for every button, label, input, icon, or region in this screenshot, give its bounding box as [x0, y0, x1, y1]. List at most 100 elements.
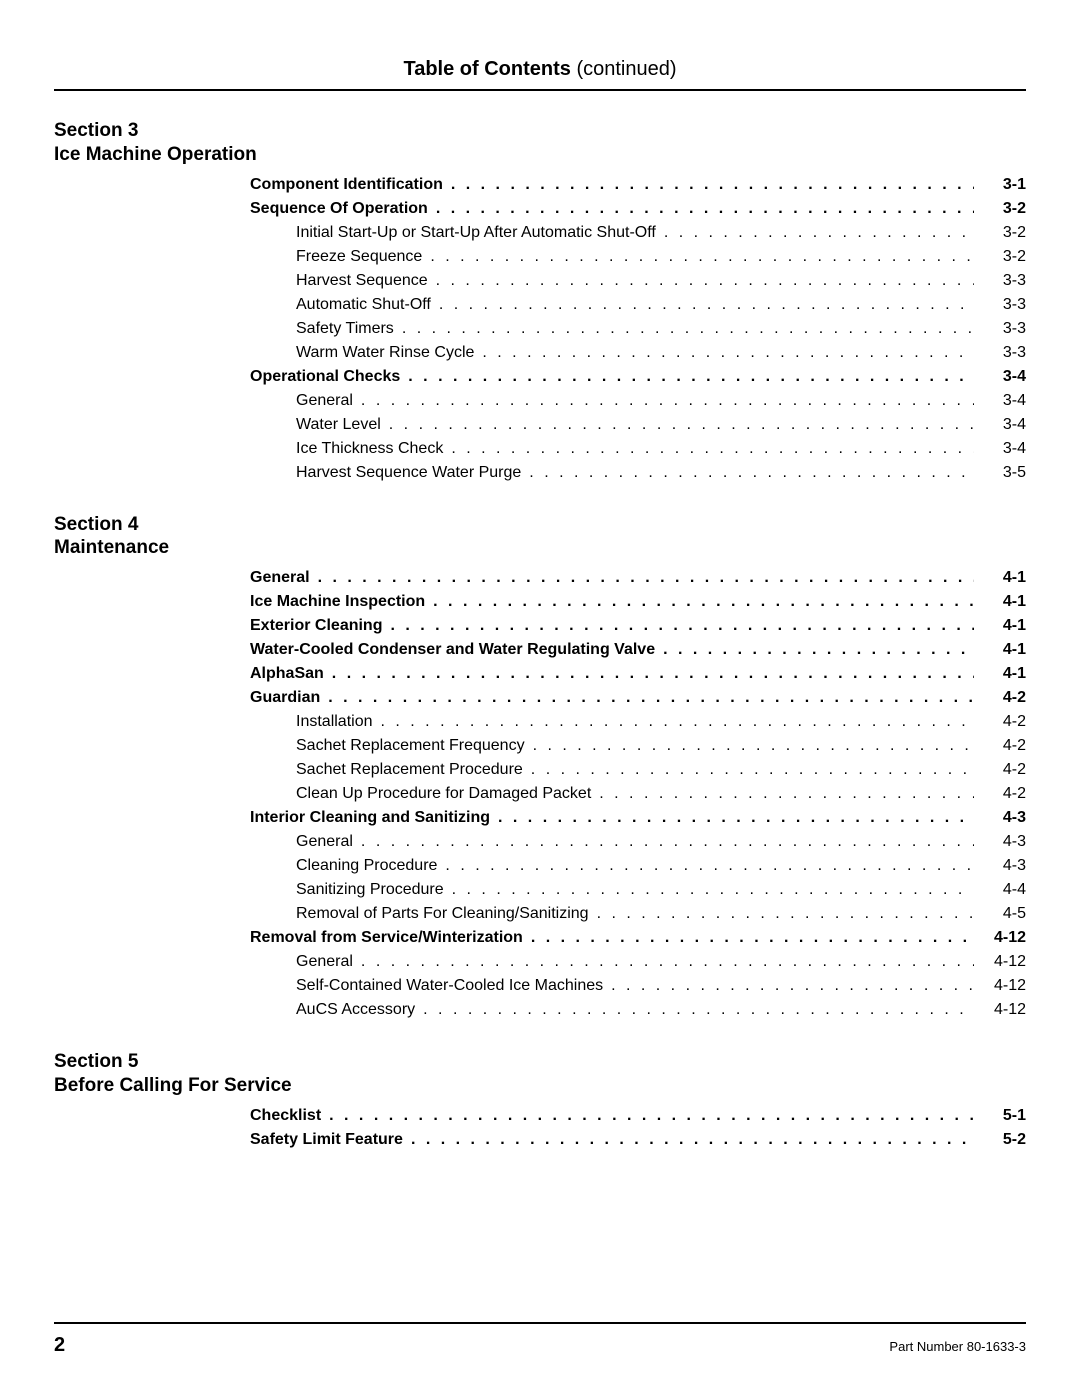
toc-leader-dots: [523, 926, 974, 950]
toc-label: Guardian: [54, 686, 320, 710]
toc-label: Sachet Replacement Procedure: [54, 758, 523, 782]
toc-page: 4-2: [974, 758, 1026, 782]
toc-leader-dots: [320, 686, 974, 710]
toc-page: 3-1: [974, 173, 1026, 197]
part-number: Part Number 80-1633-3: [889, 1339, 1026, 1354]
toc-label: Sachet Replacement Frequency: [54, 734, 525, 758]
toc-label: Operational Checks: [54, 365, 400, 389]
page-title: Table of Contents (continued): [54, 58, 1026, 81]
toc-label: Harvest Sequence: [54, 269, 428, 293]
toc-label: Removal from Service/Winterization: [54, 926, 523, 950]
toc-row: Removal from Service/Winterization4-12: [54, 926, 1026, 950]
toc-leader-dots: [373, 710, 975, 734]
toc-leader-dots: [474, 341, 974, 365]
title-main: Table of Contents: [403, 58, 570, 80]
toc-label: AuCS Accessory: [54, 998, 415, 1022]
toc-leader-dots: [521, 461, 974, 485]
toc-page: 5-2: [974, 1128, 1026, 1152]
toc-row: Water Level3-4: [54, 413, 1026, 437]
toc-row: General3-4: [54, 389, 1026, 413]
entries: General4-1Ice Machine Inspection4-1Exter…: [54, 566, 1026, 1022]
toc-leader-dots: [603, 974, 974, 998]
toc-label: Self-Contained Water-Cooled Ice Machines: [54, 974, 603, 998]
toc-leader-dots: [443, 437, 974, 461]
toc-page: 4-2: [974, 686, 1026, 710]
toc-leader-dots: [422, 245, 974, 269]
toc-row: Safety Timers3-3: [54, 317, 1026, 341]
footer: 2 Part Number 80-1633-3: [54, 1314, 1026, 1357]
entries: Component Identification3-1Sequence Of O…: [54, 173, 1026, 485]
toc-row: Automatic Shut-Off 3-3: [54, 293, 1026, 317]
toc-page: 4-5: [974, 902, 1026, 926]
toc-leader-dots: [353, 830, 974, 854]
toc-label: Water Level: [54, 413, 381, 437]
section-title: Maintenance: [54, 536, 1026, 560]
toc-row: Freeze Sequence 3-2: [54, 245, 1026, 269]
toc-label: Clean Up Procedure for Damaged Packet: [54, 782, 591, 806]
toc-leader-dots: [431, 293, 974, 317]
toc-row: General4-1: [54, 566, 1026, 590]
toc-label: Interior Cleaning and Sanitizing: [54, 806, 490, 830]
toc-leader-dots: [437, 854, 974, 878]
toc-label: Safety Limit Feature: [54, 1128, 403, 1152]
toc-leader-dots: [589, 902, 974, 926]
toc-row: Clean Up Procedure for Damaged Packet 4-2: [54, 782, 1026, 806]
section-number: Section 5: [54, 1050, 1026, 1074]
toc-leader-dots: [353, 950, 974, 974]
toc-label: Cleaning Procedure: [54, 854, 437, 878]
sections-container: Section 3Ice Machine OperationComponent …: [54, 119, 1026, 1152]
toc-label: Automatic Shut-Off: [54, 293, 431, 317]
toc-label: General: [54, 389, 353, 413]
toc-row: AlphaSan4-1: [54, 662, 1026, 686]
toc-label: Harvest Sequence Water Purge: [54, 461, 521, 485]
toc-leader-dots: [381, 413, 974, 437]
toc-label: General: [54, 950, 353, 974]
toc-page: 4-12: [974, 998, 1026, 1022]
page-number: 2: [54, 1334, 65, 1357]
toc-page: 4-4: [974, 878, 1026, 902]
toc-page: 4-1: [974, 638, 1026, 662]
toc-page: 5-1: [974, 1104, 1026, 1128]
toc-leader-dots: [523, 758, 974, 782]
toc-row: Sachet Replacement Procedure 4-2: [54, 758, 1026, 782]
toc-label: Component Identification: [54, 173, 443, 197]
toc-page: 4-3: [974, 806, 1026, 830]
toc-page: 4-2: [974, 782, 1026, 806]
toc-row: Operational Checks3-4: [54, 365, 1026, 389]
toc-label: Warm Water Rinse Cycle: [54, 341, 474, 365]
toc-row: Cleaning Procedure4-3: [54, 854, 1026, 878]
toc-page: 3-3: [974, 317, 1026, 341]
toc-label: Exterior Cleaning: [54, 614, 382, 638]
toc-row: Safety Limit Feature 5-2: [54, 1128, 1026, 1152]
toc-page: 4-1: [974, 566, 1026, 590]
toc-leader-dots: [310, 566, 974, 590]
toc-leader-dots: [490, 806, 974, 830]
toc-leader-dots: [525, 734, 974, 758]
toc-row: Removal of Parts For Cleaning/Sanitizing…: [54, 902, 1026, 926]
toc-leader-dots: [394, 317, 974, 341]
toc-row: Component Identification 3-1: [54, 173, 1026, 197]
toc-page: 3-5: [974, 461, 1026, 485]
toc-row: Water-Cooled Condenser and Water Regulat…: [54, 638, 1026, 662]
toc-row: Ice Thickness Check3-4: [54, 437, 1026, 461]
toc-leader-dots: [382, 614, 974, 638]
toc-label: Installation: [54, 710, 373, 734]
footer-line: 2 Part Number 80-1633-3: [54, 1334, 1026, 1357]
toc-row: Self-Contained Water-Cooled Ice Machines…: [54, 974, 1026, 998]
toc-leader-dots: [400, 365, 974, 389]
toc-row: Installation 4-2: [54, 710, 1026, 734]
toc-page: 3-2: [974, 245, 1026, 269]
toc-row: Harvest Sequence3-3: [54, 269, 1026, 293]
toc-row: Harvest Sequence Water Purge 3-5: [54, 461, 1026, 485]
section-title: Before Calling For Service: [54, 1074, 1026, 1098]
toc-page: 4-1: [974, 614, 1026, 638]
toc-page: 3-3: [974, 293, 1026, 317]
toc-label: Freeze Sequence: [54, 245, 422, 269]
toc-label: Ice Machine Inspection: [54, 590, 425, 614]
toc-page: 4-2: [974, 710, 1026, 734]
toc-leader-dots: [321, 1104, 974, 1128]
section-block: Section 5Before Calling For ServiceCheck…: [54, 1050, 1026, 1152]
footer-rule: [54, 1322, 1026, 1324]
section-number: Section 4: [54, 513, 1026, 537]
page: Table of Contents (continued) Section 3I…: [0, 0, 1080, 1397]
